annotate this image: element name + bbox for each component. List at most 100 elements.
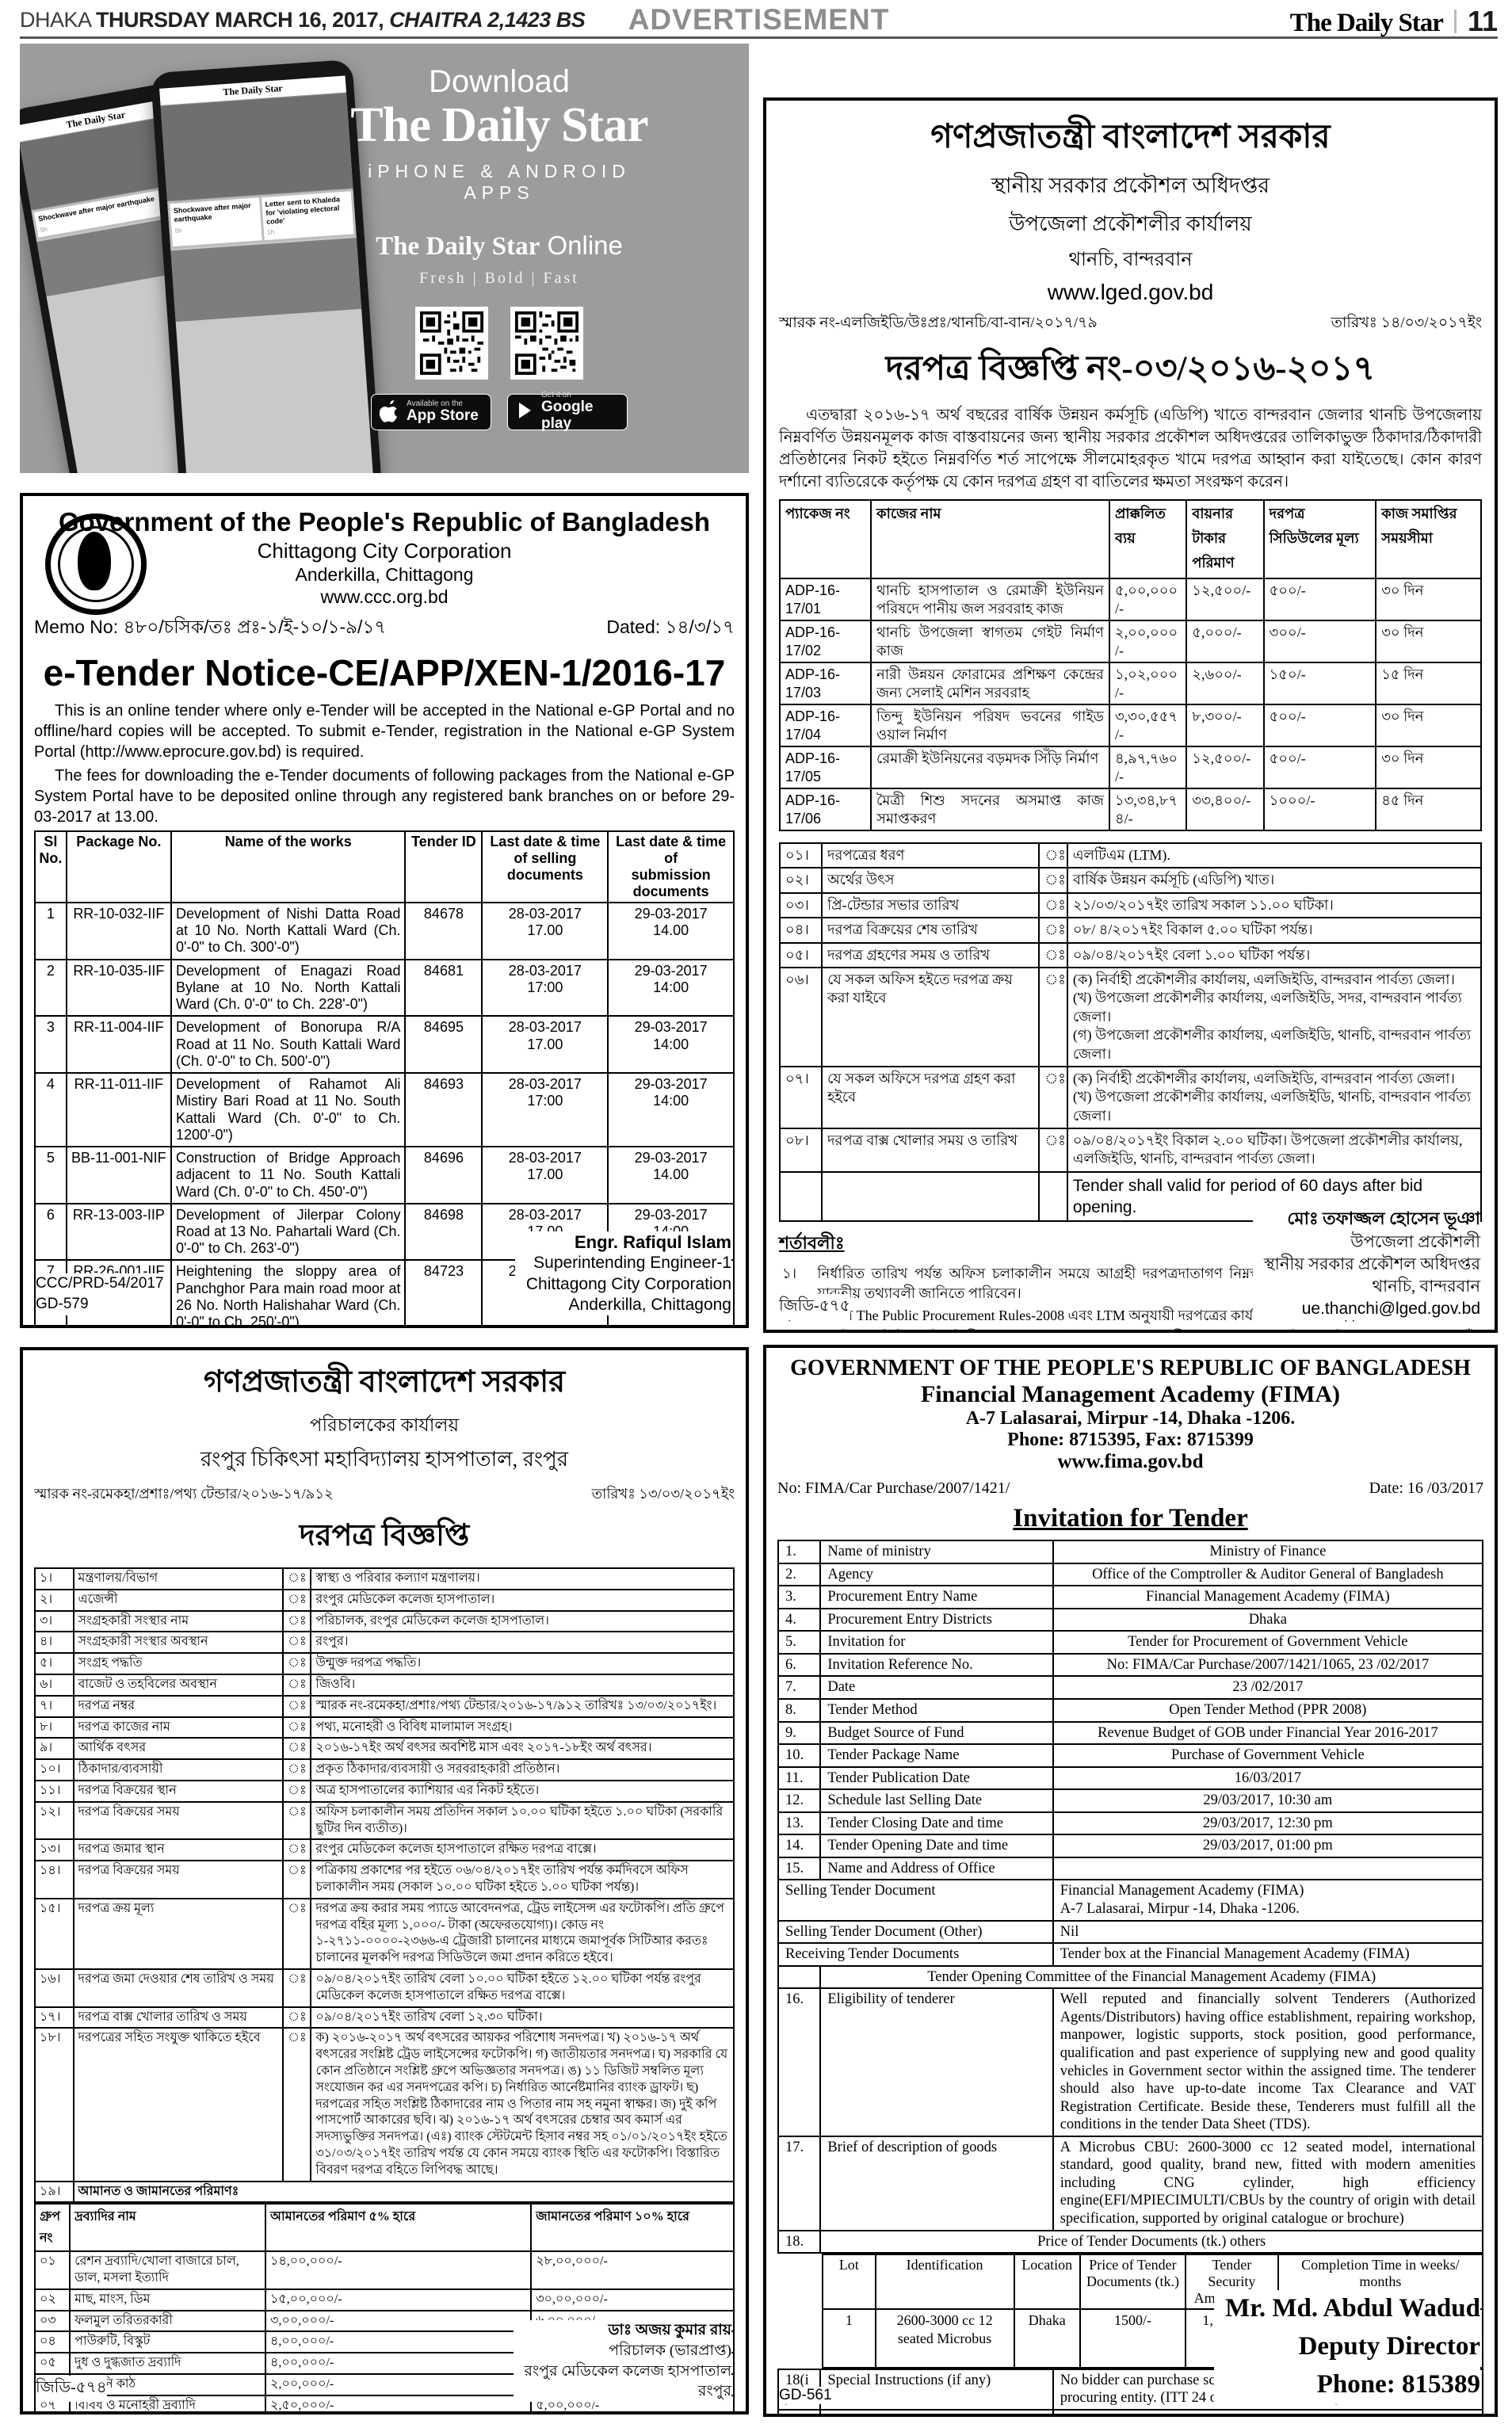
- table-cell: ৩০ দিন: [1375, 746, 1482, 789]
- table-row: ১৫। দরপত্র ক্রয় মূল্যঃ দরপত্র ক্রয় করার …: [34, 1897, 735, 1970]
- ccc-logo: [45, 513, 147, 615]
- table-row: ৯। আর্থিক বৎসরঃ ২০১৬-১৭ইং অর্থ বৎসর অবশিষ্…: [34, 1737, 735, 1761]
- org-address: A-7 Lalasarai, Mirpur -14, Dhaka -1206.: [965, 1408, 1296, 1429]
- column-header: Location: [1013, 2254, 1081, 2311]
- column-header: Last date & time of selling documents: [481, 830, 609, 903]
- table-cell: 29-03-2017 14:00: [607, 1015, 735, 1075]
- tender-info-table: ০১। দরপত্রের ধরণঃ এলটিএম (LTM). ০২। অর্থের উ…: [778, 842, 1483, 1223]
- table-cell: RR-11-011-IIF: [65, 1072, 172, 1148]
- table-cell: 29-03-2017 14.00: [607, 902, 735, 960]
- table-cell: নারী উন্নয়ন ফোরামের প্রশিক্ষণ কেন্দ্রের…: [870, 662, 1110, 705]
- table-cell: ১৫।: [34, 1897, 74, 1970]
- table-cell: ১।: [34, 1567, 74, 1590]
- table-cell: 23 /02/2017: [1052, 1675, 1484, 1700]
- table-cell: Construction of Bridge Approach adjacent…: [170, 1146, 407, 1204]
- table-cell: ঃ: [1038, 1065, 1068, 1130]
- page-header: DHAKA THURSDAY MARCH 16, 2017, CHAITRA 2…: [20, 2, 1498, 39]
- table-cell: ক) ২০১৬-২০১৭ অর্থ বৎসরের আয়কর পরিশোধ সন…: [310, 2027, 735, 2182]
- table-cell: Price of Tender Documents (tk.) others: [819, 2229, 1483, 2254]
- table-cell: Development of Nishi Datta Road at 10 No…: [170, 902, 407, 960]
- table-row: Receiving Tender Documents Tender box at …: [777, 1942, 1484, 1967]
- table-cell: ৮,৩০০/-: [1186, 704, 1265, 747]
- signatory-title: উপজেলা প্রকৌশলী: [1350, 1231, 1480, 1251]
- masthead-block: The Daily Star 11: [1290, 5, 1498, 38]
- news-photo: [160, 93, 353, 202]
- signatory-phone: Phone: 815389: [1316, 2370, 1480, 2399]
- table-row: ১৮। দরপত্রের সহিত সংযুক্ত থাকিতে হইবেঃ ক) …: [34, 2027, 735, 2182]
- table-cell: আর্থিক বৎসর: [72, 1737, 284, 1761]
- adp-works-table: প্যাকেজ নং কাজের নাম প্রাক্কলিত ব্যয় বায়ন…: [778, 499, 1482, 831]
- signatory-title: Superintending Engineer-1: [533, 1254, 731, 1273]
- table-row: 2. Agency Office of the Comptroller & Audi…: [777, 1562, 1484, 1587]
- google-play-badge: Get it on Google play: [507, 391, 628, 433]
- table-cell: ADP-16-17/05: [778, 746, 872, 789]
- column-header: Lot: [822, 2254, 876, 2311]
- table-cell: Revenue Budget of GOB under Financial Ye…: [1052, 1720, 1484, 1746]
- table-cell: 10.: [777, 1743, 822, 1768]
- apps-label: iPHONE & ANDROID APPS: [368, 161, 631, 204]
- table-cell: ৩০ দিন: [1375, 578, 1482, 621]
- office-name: পরিচালকের কার্যালয়: [309, 1415, 460, 1435]
- memo-date: তারিখঃ ১৪/০৩/২০১৭ইং: [1331, 315, 1482, 331]
- table-cell: 84681: [404, 958, 483, 1017]
- table-cell: Well reputed and financially solvent Ten…: [1052, 1987, 1484, 2137]
- table-cell: Tender Publication Date: [819, 1766, 1054, 1791]
- table-cell: ১৩।: [34, 1838, 74, 1862]
- table-cell: 19.: [777, 2408, 822, 2414]
- table-cell: ০৩: [33, 2309, 71, 2333]
- table-cell: পাবলিক প্রসিকিরমেন্ট (দ্বিতীয় সংশোধন) আ…: [814, 1327, 1482, 1330]
- table-cell: No: FIMA/Car Purchase/2007/1421/1065, 23…: [1052, 1652, 1484, 1678]
- table-cell: ৫,০০০/-: [1186, 620, 1265, 663]
- table-cell: 2: [34, 958, 67, 1017]
- table-cell: ০৫: [33, 2352, 71, 2376]
- tender-info-table: ১। মন্ত্রণালয়/বিভাগঃ স্বাস্থ্য ও পরিবার ক…: [34, 1567, 735, 2204]
- table-cell: Development of Enagazi Road Bylane at 10…: [170, 958, 407, 1017]
- table-row: ১৭। দরপত্র বাক্স খোলার তারিখ ও সময়ঃ ০৯/০৪…: [34, 2006, 735, 2029]
- table-cell: ঃ: [282, 1758, 312, 1781]
- table-cell: 84695: [404, 1015, 483, 1075]
- table-cell: মৈত্রী শিশু সদনের অসমাপ্ত কাজ সমাপ্তকরণ: [870, 788, 1110, 831]
- table-cell: ১২।: [34, 1800, 74, 1841]
- table-cell: রেমাক্রী ইউনিয়নের বড়মদক সিঁড়ি নির্মাণ: [870, 746, 1110, 789]
- table-cell: ADP-16-17/02: [778, 620, 872, 663]
- table-cell: ০৯/০৪/২০১৭ইং তারিখ বেলা ১০.০০ ঘটিকা হইতে…: [310, 1968, 735, 2008]
- ad-code: GD-561: [779, 2387, 832, 2404]
- table-cell: ৩।: [34, 1609, 74, 1633]
- org-name: স্থানীয় সরকার প্রকৌশল অধিদপ্তর: [991, 174, 1270, 197]
- table-row: ১। মন্ত্রণালয়/বিভাগঃ স্বাস্থ্য ও পরিবার ক…: [34, 1567, 735, 1590]
- reference-date: Date: 16 /03/2017: [1369, 1479, 1483, 1497]
- table-row: ০৪। দরপত্র বিক্রয়ের শেষ তারিখঃ ০৮/ ৪/২০১৭…: [778, 917, 1483, 944]
- column-header: দরপত্র সিডিউলের মূল্য: [1262, 499, 1377, 579]
- table-row: 13. Tender Closing Date and time 29/03/201…: [777, 1811, 1484, 1836]
- table-cell: দরপত্র নম্বর: [72, 1694, 284, 1718]
- table-cell: তিন্দু ইউনিয়ন পরিষদ ভবনের গাইড ওয়াল নি…: [870, 704, 1110, 747]
- table-header-row: গ্রুপ নং দ্রব্যাদির নাম আমানতের পরিমাণ ৫% …: [33, 2203, 735, 2253]
- reference-number: No: FIMA/Car Purchase/2007/1421/: [777, 1479, 1010, 1497]
- signatory-org: স্থানীয় সরকার প্রকৌশল অধিদপ্তর: [1263, 1254, 1480, 1273]
- table-cell: 28-03-2017 17:00: [481, 958, 609, 1017]
- table-cell: Tender Method: [819, 1697, 1054, 1723]
- badge-main-label: Google play: [541, 399, 594, 433]
- org-name: রংপুর চিকিৎসা মহাবিদ্যালয় হাসপাতাল, রংপ…: [200, 1448, 569, 1471]
- table-cell: ২৮,০০,০০০/-: [530, 2250, 735, 2290]
- table-cell: Tender Opening Committee of the Financia…: [819, 1964, 1483, 1990]
- column-header: আমানতের পরিমাণ ৫% হারে: [265, 2203, 533, 2253]
- table-cell: ৩০,০০,০০০/-: [530, 2288, 735, 2311]
- table-cell: ৪,৯৭,৭৬০/-: [1108, 746, 1188, 789]
- table-row: 4. Procurement Entry Districts Dhaka: [777, 1607, 1484, 1632]
- badge-main-label: App Store: [407, 407, 479, 424]
- table-cell: ঃ: [1038, 941, 1068, 968]
- table-row: 6. Invitation Reference No. No: FIMA/Car P…: [777, 1652, 1484, 1678]
- table-cell: ১৪।: [34, 1860, 74, 1899]
- table-row: 11. Tender Publication Date 16/03/2017: [777, 1766, 1484, 1791]
- online-word: Online: [540, 231, 623, 261]
- table-cell: ৩,৩০,৫৫৭/-: [1108, 704, 1188, 747]
- table-cell: ঃ: [1038, 867, 1068, 894]
- ad-code: জিডি-৫৭৪: [36, 2376, 107, 2402]
- table-cell: 15.: [777, 1856, 822, 1881]
- signatory-title: পরিচালক (ভারপ্রাপ্ত): [609, 2342, 731, 2360]
- table-cell: ০৯/০৪/২০১৭ইং বিকাল ২.০০ ঘটিকা। উপজেলা প্…: [1066, 1128, 1483, 1173]
- table-cell: ১২,৫০০/-: [1186, 746, 1265, 789]
- table-cell: ০১: [33, 2250, 71, 2290]
